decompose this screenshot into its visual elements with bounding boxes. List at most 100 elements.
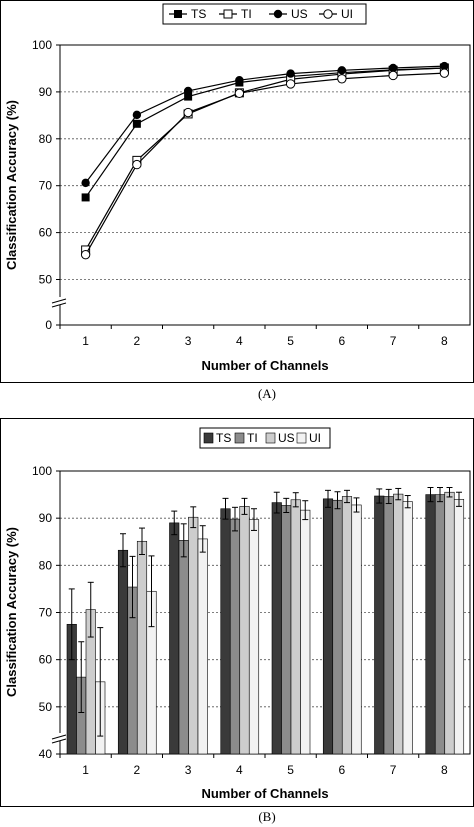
panel-a-legend: TS TI US UI [162, 3, 367, 25]
legend-label-ts: TS [191, 7, 206, 21]
axis-break-mark-a [51, 302, 67, 308]
bar-us [444, 491, 455, 755]
x-tick-label-b-2: 2 [134, 763, 141, 777]
series-line-ti [85, 67, 445, 251]
bar-ui [248, 519, 260, 755]
legend-swatch-ui [296, 432, 307, 444]
series-line-ui [85, 72, 445, 255]
panel-a-caption: (A) [258, 386, 276, 401]
x-tick-label-b-7: 7 [390, 763, 397, 777]
legend-box-a [162, 3, 367, 25]
series-line-us [85, 65, 445, 184]
bar-us [341, 496, 353, 755]
marker-us [235, 75, 244, 85]
x-tick-label-a-6: 6 [339, 334, 346, 348]
axis-break-mark-b [51, 738, 67, 744]
marker-ts [184, 92, 193, 101]
panel-a-y-axis-title: Classification Accuracy (%) [4, 100, 19, 270]
legend-label-b-us: US [278, 431, 295, 445]
axis-break-mark-a [51, 298, 67, 304]
bar-ts [220, 508, 231, 755]
y-tick-label-a-0: 0 [45, 318, 52, 332]
legend-swatch-ti [234, 432, 245, 444]
y-tick-label-b-50: 50 [39, 700, 53, 714]
bar-us [290, 499, 301, 755]
x-tick-label-a-8: 8 [441, 334, 448, 348]
bar-ti [434, 494, 446, 755]
bar-ti [178, 540, 189, 755]
legend-label-b-ti: TI [247, 431, 258, 445]
panel-b-caption: (B) [258, 809, 275, 824]
panel-a-plot-area: 0 50 60 70 80 90 100 1 2 3 4 5 6 7 8 [32, 38, 471, 348]
panel-b-bar-chart: TS TI US UI 40 50 60 70 80 90 100 1 2 3 4 5 6 7 8 Number … [0, 418, 474, 807]
x-tick-label-b-4: 4 [236, 763, 243, 777]
marker-us [440, 61, 449, 71]
marker-us [183, 86, 193, 96]
x-tick-label-a-5: 5 [287, 334, 294, 348]
x-tick-label-a-1: 1 [82, 334, 89, 348]
y-tick-label-b-100: 100 [32, 464, 52, 478]
marker-us [81, 178, 90, 188]
marker-us [388, 63, 398, 73]
legend-label-us: US [291, 7, 308, 21]
bar-ui [300, 509, 311, 755]
bar-ts [271, 502, 282, 755]
marker-ui [439, 68, 450, 78]
bar-ts [374, 495, 385, 755]
marker-ui [234, 88, 245, 99]
legend-marker-ts [174, 10, 182, 18]
panel-b-y-axis-title: Classification Accuracy (%) [4, 527, 19, 697]
bar-ui [453, 498, 465, 755]
x-tick-label-a-2: 2 [134, 334, 141, 348]
bar-us [188, 516, 199, 755]
marker-us [132, 110, 142, 120]
marker-ts [132, 119, 141, 128]
marker-ui [285, 79, 296, 89]
legend-label-ui: UI [341, 7, 353, 21]
y-tick-label-b-70: 70 [39, 606, 53, 620]
y-tick-label-a-90: 90 [39, 85, 53, 99]
legend-swatch-us [265, 432, 276, 444]
panel-a-line-chart: TS TI US UI 0 50 60 70 80 90 100 1 2 3 4 5 6 7 8 Number o… [0, 0, 474, 383]
x-tick-label-b-1: 1 [82, 763, 89, 777]
x-tick-label-b-5: 5 [287, 763, 294, 777]
marker-us [337, 66, 347, 75]
marker-ui [183, 107, 193, 118]
bar-ui [197, 538, 208, 755]
x-tick-label-a-7: 7 [390, 334, 397, 348]
marker-ui [337, 74, 347, 84]
bar-ui [402, 501, 413, 755]
x-tick-label-a-4: 4 [236, 334, 243, 348]
bar-ts [117, 549, 129, 755]
panel-b-legend: TS TI US UI [199, 427, 331, 449]
y-tick-label-a-70: 70 [39, 179, 53, 193]
x-tick-label-b-3: 3 [185, 763, 192, 777]
y-tick-label-a-80: 80 [39, 132, 53, 146]
marker-ts [81, 193, 90, 202]
y-tick-label-a-50: 50 [39, 273, 53, 287]
bar-ts [322, 498, 334, 755]
y-tick-label-a-60: 60 [39, 226, 53, 240]
y-tick-label-b-80: 80 [39, 558, 53, 572]
bar-ti [332, 499, 343, 755]
legend-label-b-ts: TS [216, 431, 231, 445]
bar-ti [229, 518, 241, 755]
marker-ui [132, 159, 142, 170]
series-line-ts [85, 67, 445, 198]
bar-us [393, 493, 404, 755]
y-tick-label-b-60: 60 [39, 653, 53, 667]
legend-marker-ui [323, 9, 333, 19]
y-tick-label-b-40: 40 [39, 747, 53, 761]
marker-ui [388, 70, 398, 81]
panel-b-plot-area: 40 50 60 70 80 90 100 1 2 3 4 5 6 7 8 [32, 464, 471, 777]
marker-ui [80, 249, 91, 260]
bar-us [136, 540, 148, 755]
bar-us [239, 506, 250, 755]
legend-swatch-ts [203, 432, 214, 444]
bar-ti [383, 496, 394, 755]
legend-marker-ti [223, 9, 233, 19]
bar-ts [169, 522, 180, 755]
x-tick-label-a-3: 3 [185, 334, 192, 348]
marker-us [286, 69, 295, 78]
